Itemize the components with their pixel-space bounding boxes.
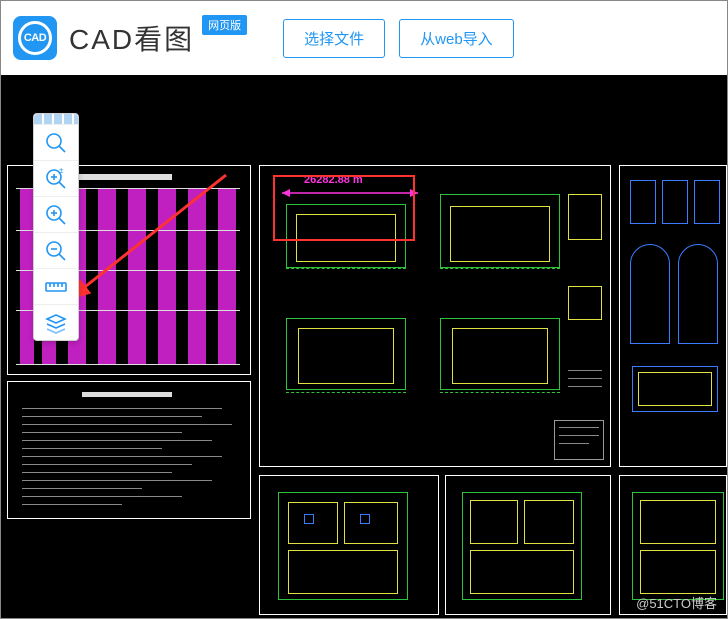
doors-sheet	[619, 165, 727, 467]
tool-toolbar: ±	[33, 113, 79, 341]
select-file-button[interactable]: 选择文件	[283, 19, 385, 58]
watermark: @51CTO博客	[636, 593, 717, 612]
zoom-in-button[interactable]	[34, 124, 78, 160]
zoom-minus-icon	[43, 238, 69, 264]
svg-text:±: ±	[59, 166, 64, 175]
layers-button[interactable]	[34, 304, 78, 340]
cad-canvas: 26282.88 m	[1, 75, 727, 618]
web-badge: 网页版	[202, 15, 247, 35]
zoom-in-icon	[43, 130, 69, 156]
zoom-fit-button[interactable]: ±	[34, 160, 78, 196]
zoom-minus-button[interactable]	[34, 232, 78, 268]
measure-button[interactable]	[34, 268, 78, 304]
plan-a-sheet	[259, 475, 439, 615]
zoom-fit-icon: ±	[43, 166, 69, 192]
toolbar-grip[interactable]	[34, 114, 78, 124]
import-web-button[interactable]: 从web导入	[399, 19, 514, 58]
plan-b-sheet	[445, 475, 611, 615]
logo-text: CAD	[18, 21, 52, 55]
app-logo: CAD	[13, 16, 57, 60]
notes-sheet	[7, 381, 251, 519]
layers-icon	[43, 310, 69, 336]
zoom-plus-button[interactable]	[34, 196, 78, 232]
highlight-box	[273, 175, 415, 241]
app-title: CAD看图	[69, 18, 194, 58]
zoom-plus-icon	[43, 202, 69, 228]
cad-viewport[interactable]: ±	[1, 75, 727, 618]
header-buttons: 选择文件 从web导入	[283, 19, 514, 58]
header: CAD CAD看图 网页版 选择文件 从web导入	[1, 1, 727, 75]
measure-icon	[43, 274, 69, 300]
